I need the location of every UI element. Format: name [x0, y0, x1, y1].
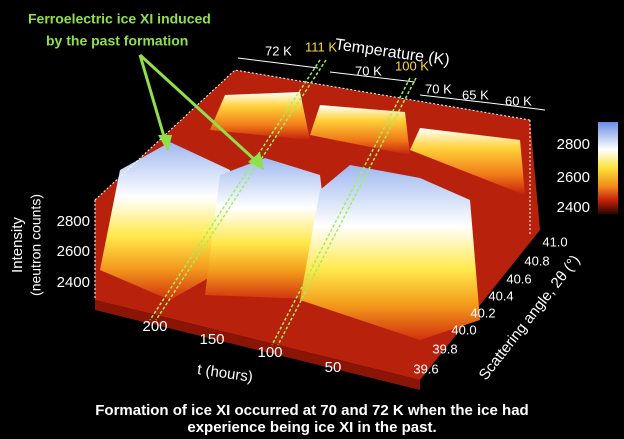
intensity-tick-label: 2800: [57, 213, 90, 230]
annotation: by the past formation: [46, 33, 188, 49]
temperature-segment: 111 K: [305, 39, 337, 54]
angle-tick-label: 40.0: [451, 322, 476, 337]
surface-mound: [300, 165, 480, 340]
time-tick-label: 50: [325, 359, 342, 376]
time-tick-label: 150: [199, 331, 224, 348]
time-label: t (hours): [196, 361, 254, 386]
intensity-tick-label: 2400: [57, 274, 90, 291]
angle-tick-label: 40.4: [488, 288, 513, 303]
time-tick-label: 200: [142, 318, 167, 335]
intensity-label: Intensity: [9, 217, 26, 273]
temperature-segment: 70 K: [425, 81, 452, 96]
caption: Formation of ice XI occurred at 70 and 7…: [95, 402, 528, 419]
intensity-tick-label: 2600: [57, 243, 90, 260]
surface-ridge: [210, 92, 310, 140]
angle-tick-label: 41.0: [542, 234, 567, 249]
annotation-arrows: [138, 53, 264, 170]
surface-edge: [95, 300, 420, 390]
surface-mound: [205, 158, 335, 300]
surface-mound: [100, 142, 240, 300]
temperature-arrows: [237, 57, 546, 111]
colorbar-tick-label: 2400: [557, 199, 590, 216]
temperature-segment: 72 K: [265, 43, 292, 58]
transition-lines: [149, 59, 417, 346]
surface-ridge: [310, 105, 410, 155]
temperature-segment: 60 K: [505, 93, 532, 108]
axes-box: [94, 69, 531, 300]
angle-tick-label: 40.6: [506, 271, 531, 286]
temperature-label: Temperature (K): [334, 36, 451, 69]
surface-ridge: [410, 128, 525, 195]
colorbar-tick-label: 2600: [557, 169, 590, 186]
angle-tick-label: 40.2: [470, 305, 495, 320]
temperature-segment: 100 K: [395, 58, 429, 73]
color-bar: [598, 122, 618, 214]
surface: [95, 70, 540, 390]
annotation: Ferroelectric ice XI induced: [28, 11, 211, 27]
temperature-segment: 70 K: [355, 63, 382, 78]
temperature-segment: 65 K: [462, 87, 489, 102]
colorbar-tick-label: 2800: [557, 136, 590, 153]
time-tick-label: 100: [257, 344, 282, 361]
angle-tick-label: 39.6: [413, 361, 438, 376]
angle-tick-label: 40.8: [524, 253, 549, 268]
angle-tick-label: 39.8: [432, 341, 457, 356]
intensity-unit: (neutron counts): [28, 194, 44, 296]
caption: experience being ice XI in the past.: [187, 419, 436, 436]
